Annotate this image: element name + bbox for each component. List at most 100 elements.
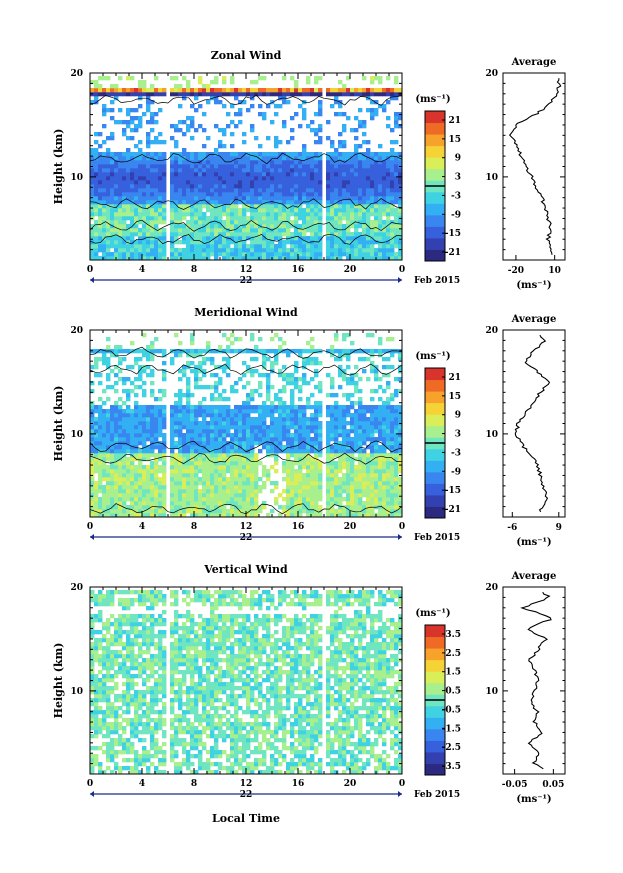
heatmap-cell — [170, 244, 175, 249]
heatmap-cell — [130, 489, 135, 494]
heatmap-cell — [330, 168, 335, 173]
heatmap-cell — [314, 497, 319, 502]
heatmap-cell — [178, 252, 183, 257]
heatmap-cell — [186, 421, 191, 426]
heatmap-cell — [214, 385, 219, 390]
heatmap-cell — [390, 441, 395, 446]
heatmap-cell — [278, 445, 283, 450]
heatmap-cell — [354, 505, 359, 510]
heatmap-cell — [234, 465, 239, 470]
heatmap-cell — [174, 84, 179, 89]
heatmap-cell — [102, 192, 107, 197]
heatmap-cell — [178, 453, 183, 458]
heatmap-cell — [90, 485, 95, 490]
heatmap-cell — [90, 413, 95, 418]
heatmap-cell — [90, 228, 95, 233]
heatmap-cell — [174, 192, 179, 197]
heatmap-cell — [150, 509, 155, 514]
heatmap-cell — [210, 188, 215, 193]
heatmap-cell — [266, 377, 271, 382]
heatmap-cell — [310, 513, 315, 518]
heatmap-cell — [234, 417, 239, 422]
heatmap-cell — [286, 160, 291, 165]
heatmap-cell — [154, 76, 159, 81]
heatmap-cell — [302, 381, 307, 386]
heatmap-cell — [174, 501, 179, 506]
heatmap-cell — [90, 192, 95, 197]
heatmap-cell — [378, 180, 383, 185]
heatmap-cell — [274, 228, 279, 233]
heatmap-cell — [330, 437, 335, 442]
heatmap-cell — [262, 505, 267, 510]
heatmap-cell — [318, 473, 323, 478]
heatmap-cell — [250, 96, 255, 101]
heatmap-cell — [394, 196, 399, 201]
heatmap-cell — [130, 136, 135, 141]
heatmap-cell — [130, 413, 135, 418]
heatmap-cell — [298, 385, 303, 390]
heatmap-cell — [138, 501, 143, 506]
heatmap-cell — [370, 92, 375, 97]
heatmap-cell — [362, 240, 367, 245]
heatmap-cell — [94, 212, 99, 217]
heatmap-cell — [258, 144, 263, 149]
heatmap-cell — [342, 208, 347, 213]
heatmap-cell — [306, 513, 311, 518]
heatmap-cell — [302, 112, 307, 117]
heatmap-cell — [302, 501, 307, 506]
heatmap-cell — [182, 160, 187, 165]
heatmap-cell — [114, 401, 119, 406]
heatmap-cell — [382, 473, 387, 478]
heatmap-cell — [366, 156, 371, 161]
heatmap-cell — [374, 232, 379, 237]
heatmap-cell — [170, 449, 175, 454]
heatmap-cell — [122, 224, 127, 229]
heatmap-cell — [174, 212, 179, 217]
heatmap-cell — [342, 124, 347, 129]
heatmap-cell — [330, 485, 335, 490]
heatmap-cell — [358, 248, 363, 253]
heatmap-cell — [262, 361, 267, 366]
heatmap-cell — [238, 92, 243, 97]
heatmap-cell — [394, 473, 399, 478]
heatmap-cell — [170, 236, 175, 241]
heatmap-cell — [174, 489, 179, 494]
heatmap-cell — [102, 176, 107, 181]
heatmap-cell — [218, 160, 223, 165]
heatmap-cell — [194, 236, 199, 241]
heatmap-cell — [306, 493, 311, 498]
heatmap-cell — [90, 172, 95, 177]
heatmap-cell — [190, 457, 195, 462]
heatmap-cell — [254, 497, 259, 502]
heatmap-cell — [218, 152, 223, 157]
heatmap-cell — [238, 449, 243, 454]
heatmap-cell — [186, 84, 191, 89]
heatmap-cell — [290, 409, 295, 414]
heatmap-cell — [358, 505, 363, 510]
heatmap-cell — [366, 485, 371, 490]
heatmap-cell — [154, 212, 159, 217]
heatmap-cell — [126, 176, 131, 181]
heatmap-cell — [310, 493, 315, 498]
heatmap-cell — [242, 176, 247, 181]
heatmap-cell — [250, 493, 255, 498]
heatmap-cell — [326, 168, 331, 173]
heatmap-cell — [294, 421, 299, 426]
heatmap-cell — [238, 493, 243, 498]
heatmap-cell — [386, 92, 391, 97]
heatmap-cell — [290, 192, 295, 197]
heatmap-cell — [382, 417, 387, 422]
heatmap-cell — [354, 228, 359, 233]
heatmap-cell — [238, 240, 243, 245]
heatmap-cell — [150, 168, 155, 173]
heatmap-cell — [150, 469, 155, 474]
heatmap-cell — [390, 96, 395, 101]
heatmap-cell — [314, 112, 319, 117]
heatmap-cell — [266, 393, 271, 398]
heatmap-cell — [314, 244, 319, 249]
heatmap-cell — [398, 116, 403, 121]
heatmap-cell — [366, 445, 371, 450]
heatmap-cell — [306, 248, 311, 253]
heatmap-cell — [130, 160, 135, 165]
heatmap-cell — [178, 369, 183, 374]
